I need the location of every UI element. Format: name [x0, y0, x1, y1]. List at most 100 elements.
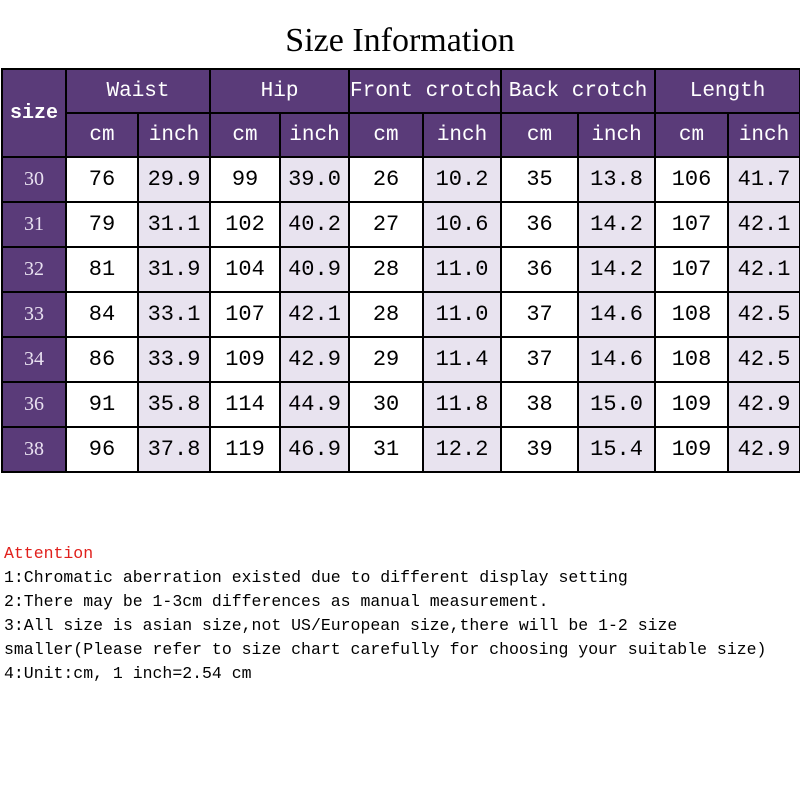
inch-value: 40.9: [279, 246, 351, 293]
cm-value: 86: [65, 336, 139, 383]
inch-value: 33.1: [136, 291, 212, 338]
inch-value: 42.9: [279, 336, 351, 383]
group-header-hip: Hip: [209, 68, 351, 114]
size-label: 33: [1, 291, 67, 338]
inch-value: 42.9: [727, 426, 800, 473]
group-header-front-crotch: Front crotch: [348, 68, 503, 114]
unit-header-cm: cm: [654, 112, 730, 158]
table-row: 36 91 35.8 114 44.9 30 11.8 38 15.0 109 42.9: [1, 381, 800, 428]
unit-header-inch: inch: [422, 112, 503, 158]
attention-heading: Attention: [4, 544, 94, 563]
unit-header-cm: cm: [348, 112, 425, 158]
inch-value: 44.9: [279, 381, 351, 428]
cm-value: 39: [500, 426, 580, 473]
size-label: 38: [1, 426, 67, 473]
cm-value: 38: [500, 381, 580, 428]
cm-value: 99: [209, 156, 282, 203]
table-row: 31 79 31.1 102 40.2 27 10.6 36 14.2 107 42.1: [1, 201, 800, 248]
cm-value: 35: [500, 156, 580, 203]
size-label: 34: [1, 336, 67, 383]
size-label: 31: [1, 201, 67, 248]
unit-header-inch: inch: [577, 112, 657, 158]
cm-value: 109: [654, 426, 730, 473]
unit-header-inch: inch: [727, 112, 800, 158]
size-label: 36: [1, 381, 67, 428]
inch-value: 10.2: [422, 156, 503, 203]
inch-value: 11.4: [422, 336, 503, 383]
cm-value: 107: [654, 201, 730, 248]
inch-value: 15.4: [577, 426, 657, 473]
unit-header-cm: cm: [209, 112, 282, 158]
cm-value: 108: [654, 336, 730, 383]
cm-value: 114: [209, 381, 282, 428]
inch-value: 42.9: [727, 381, 800, 428]
cm-value: 28: [348, 246, 425, 293]
inch-value: 37.8: [136, 426, 212, 473]
inch-value: 14.6: [577, 291, 657, 338]
cm-value: 84: [65, 291, 139, 338]
group-header-back-crotch: Back crotch: [500, 68, 657, 114]
cm-value: 108: [654, 291, 730, 338]
cm-value: 26: [348, 156, 425, 203]
cm-value: 37: [500, 291, 580, 338]
inch-value: 14.6: [577, 336, 657, 383]
inch-value: 14.2: [577, 246, 657, 293]
cm-value: 107: [209, 291, 282, 338]
cm-value: 30: [348, 381, 425, 428]
note-line: 1:Chromatic aberration existed due to di…: [4, 568, 628, 587]
inch-value: 40.2: [279, 201, 351, 248]
unit-header-cm: cm: [65, 112, 139, 158]
size-header: size: [1, 68, 67, 158]
inch-value: 31.9: [136, 246, 212, 293]
group-header-length: Length: [654, 68, 800, 114]
inch-value: 11.0: [422, 246, 503, 293]
inch-value: 42.1: [727, 246, 800, 293]
group-header-waist: Waist: [64, 68, 212, 114]
inch-value: 42.5: [727, 336, 800, 383]
inch-value: 41.7: [727, 156, 800, 203]
cm-value: 37: [500, 336, 580, 383]
cm-value: 109: [654, 381, 730, 428]
cm-value: 31: [348, 426, 425, 473]
inch-value: 14.2: [577, 201, 657, 248]
inch-value: 35.8: [136, 381, 212, 428]
inch-value: 11.8: [422, 381, 503, 428]
page-title: Size Information: [285, 22, 515, 59]
inch-value: 42.5: [727, 291, 800, 338]
attention-notes: Attention 1:Chromatic aberration existed…: [4, 542, 794, 686]
table-row: 32 81 31.9 104 40.9 28 11.0 36 14.2 107 42.1: [1, 246, 800, 293]
table-row: 38 96 37.8 119 46.9 31 12.2 39 15.4 109 42.9: [1, 426, 800, 473]
cm-value: 109: [209, 336, 282, 383]
inch-value: 42.1: [279, 291, 351, 338]
cm-value: 36: [500, 201, 580, 248]
cm-value: 106: [654, 156, 730, 203]
inch-value: 29.9: [136, 156, 212, 203]
inch-value: 12.2: [422, 426, 503, 473]
size-table: size Waist Hip Front crotch Back crotch …: [1, 68, 800, 473]
inch-value: 10.6: [422, 201, 503, 248]
cm-value: 76: [65, 156, 139, 203]
cm-value: 28: [348, 291, 425, 338]
inch-value: 33.9: [136, 336, 212, 383]
inch-value: 13.8: [577, 156, 657, 203]
table-row: 30 76 29.9 99 39.0 26 10.2 35 13.8 106 41.7: [1, 156, 800, 203]
table-row: 34 86 33.9 109 42.9 29 11.4 37 14.6 108 42.5: [1, 336, 800, 383]
inch-value: 39.0: [279, 156, 351, 203]
cm-value: 107: [654, 246, 730, 293]
note-line: 2:There may be 1-3cm differences as manu…: [4, 592, 549, 611]
note-line: 3:All size is asian size,not US/European…: [4, 616, 767, 659]
inch-value: 11.0: [422, 291, 503, 338]
cm-value: 104: [209, 246, 282, 293]
cm-value: 29: [348, 336, 425, 383]
size-label: 32: [1, 246, 67, 293]
cm-value: 81: [65, 246, 139, 293]
cm-value: 79: [65, 201, 139, 248]
cm-value: 27: [348, 201, 425, 248]
inch-value: 15.0: [577, 381, 657, 428]
unit-header-inch: inch: [136, 112, 212, 158]
inch-value: 42.1: [727, 201, 800, 248]
cm-value: 96: [65, 426, 139, 473]
size-label: 30: [1, 156, 67, 203]
note-line: 4:Unit:cm, 1 inch=2.54 cm: [4, 664, 252, 683]
cm-value: 36: [500, 246, 580, 293]
